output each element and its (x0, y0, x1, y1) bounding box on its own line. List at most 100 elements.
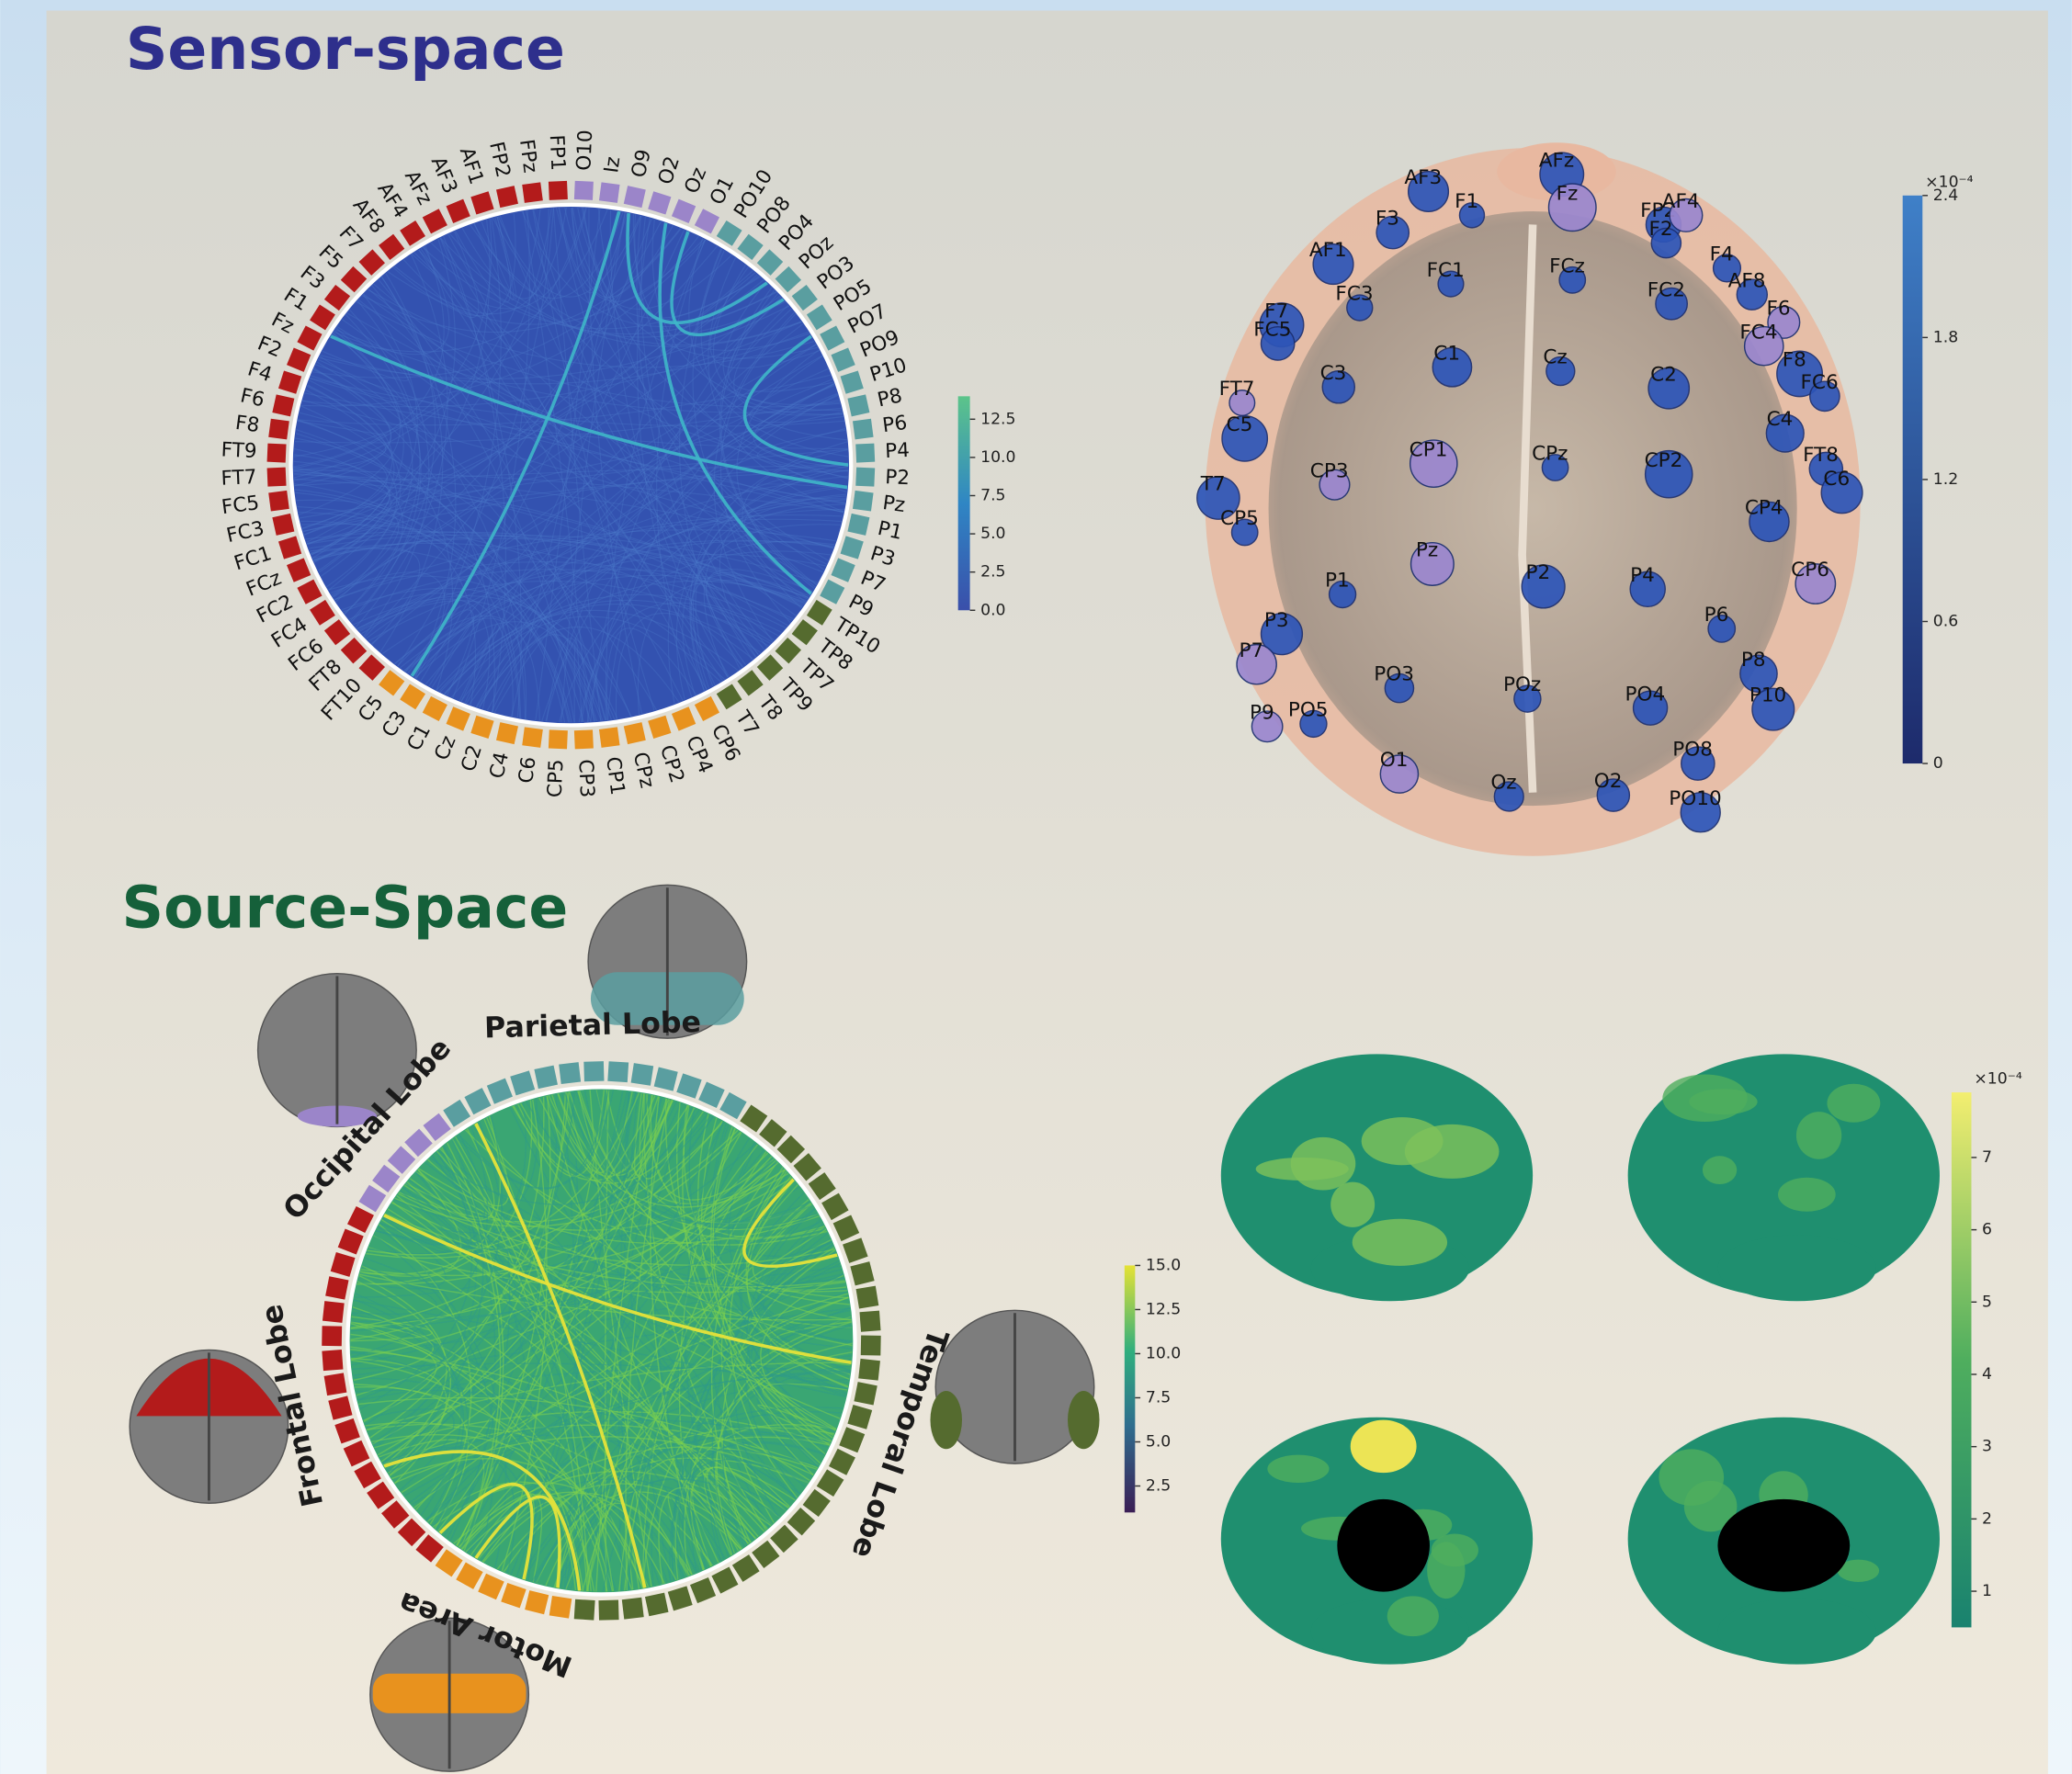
connection (723, 1453, 798, 1526)
connection (651, 219, 843, 412)
electrode-label: P6 (1704, 604, 1729, 627)
region-segment (843, 1237, 868, 1263)
region-segment (759, 1119, 787, 1147)
electrode-label: FC3 (1335, 283, 1373, 306)
channel-label: P4 (885, 439, 911, 463)
connection (439, 237, 522, 718)
connection (743, 498, 846, 593)
connection (317, 238, 456, 572)
connection (548, 1094, 789, 1208)
connection (685, 1121, 730, 1558)
electrode (1407, 170, 1450, 213)
electrode (1312, 243, 1354, 286)
electrode (1541, 454, 1569, 481)
connection (353, 595, 632, 718)
electrode-label: AF1 (1309, 239, 1347, 262)
connection (510, 212, 626, 718)
electrode-label: CP4 (1745, 497, 1783, 520)
cortex-patch (1404, 1124, 1500, 1179)
connection (650, 1094, 775, 1201)
connection (521, 210, 776, 328)
connection (420, 218, 652, 683)
colorbar-tick-label: 10.0 (1146, 1344, 1181, 1362)
connection (722, 281, 841, 406)
connection (354, 1384, 633, 1590)
connection (350, 1359, 577, 1591)
channel-label: CP1 (601, 755, 628, 797)
connection (443, 235, 506, 713)
connection (479, 383, 835, 709)
region-segment (802, 1488, 831, 1518)
connection (418, 1168, 820, 1245)
brain (1268, 211, 1797, 807)
channel-segment (820, 325, 845, 351)
connection (301, 400, 834, 549)
connection (357, 518, 843, 631)
colorbar-tick-label: 7.5 (1146, 1388, 1171, 1407)
channel-segment (791, 619, 818, 646)
channel-segment (266, 443, 287, 463)
colorbar-tick-label: 15.0 (1146, 1256, 1181, 1274)
cortex-patch (1689, 1089, 1758, 1115)
connection (713, 264, 844, 415)
connection (397, 208, 554, 667)
connection (632, 213, 847, 493)
connection (311, 332, 404, 559)
connection (650, 1096, 704, 1571)
electrode-label: F1 (1455, 190, 1478, 213)
cortex-patch (1352, 1218, 1448, 1266)
cortex-patch (1683, 1480, 1738, 1532)
cortex-hotspot (1350, 1419, 1417, 1474)
connection (298, 330, 401, 515)
connection (293, 470, 391, 563)
connection (452, 210, 530, 699)
channel-segment (806, 304, 832, 331)
connection (413, 252, 849, 479)
brain-fissure (1518, 224, 1537, 793)
region-segment (397, 1518, 426, 1547)
connection (415, 298, 784, 679)
channel-segment (791, 284, 818, 311)
electrode-label: F3 (1376, 208, 1399, 231)
connection (703, 503, 845, 678)
connection (373, 1234, 496, 1560)
connection (316, 361, 613, 720)
connection (300, 520, 570, 723)
region-segment (740, 1104, 768, 1133)
connection (749, 367, 844, 424)
region-segment (328, 1395, 353, 1420)
channel-segment (323, 619, 351, 646)
cortex-patch (1837, 1559, 1880, 1582)
electrode-label: FT8 (1803, 444, 1839, 467)
electrode (1751, 687, 1795, 731)
connection (293, 454, 391, 556)
connection (658, 1486, 757, 1585)
region-segment (821, 1192, 849, 1221)
connection (311, 228, 682, 379)
electrode (1736, 278, 1769, 311)
connection (439, 237, 723, 682)
connection (671, 1441, 826, 1581)
electrode (1776, 350, 1823, 398)
connection (460, 499, 846, 702)
connection (330, 334, 848, 490)
colorbar-tick-label: 0.0 (980, 601, 1005, 619)
connection (499, 215, 759, 656)
connection (294, 483, 521, 718)
connection (443, 599, 772, 695)
connection (397, 609, 475, 696)
connection (418, 249, 684, 701)
connection (372, 1152, 769, 1445)
connection (297, 420, 387, 436)
connection (306, 531, 806, 605)
connection (350, 1161, 779, 1361)
region-segment (828, 1448, 855, 1475)
connection (710, 1126, 821, 1464)
connection (311, 358, 399, 401)
connection (679, 250, 742, 670)
colorbar-tick-label: 12.5 (1146, 1300, 1181, 1318)
electrode (1236, 643, 1277, 685)
connection (293, 460, 391, 555)
connection (334, 561, 794, 620)
connection (306, 208, 552, 543)
